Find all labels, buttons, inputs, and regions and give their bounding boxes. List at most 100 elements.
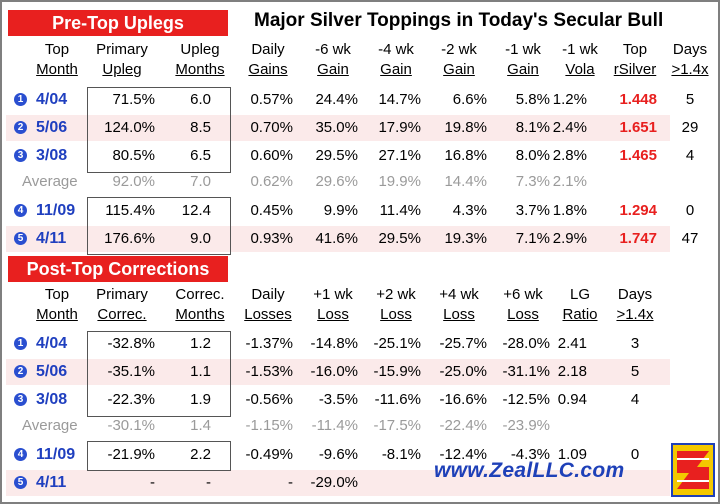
top-month: 3/08 xyxy=(36,391,68,408)
column-header-line2: >1.4x xyxy=(671,61,709,78)
table-cell: 29.6% xyxy=(315,173,358,190)
table-cell: -1.53% xyxy=(245,363,293,380)
column-header-line2: Ratio xyxy=(562,306,598,323)
column-header-line1: Top xyxy=(44,286,70,303)
column-header-line2: Upleg xyxy=(102,61,142,78)
table-cell: - xyxy=(150,474,155,491)
table-cell: 92.0% xyxy=(112,173,155,190)
column-header-line1: +1 wk xyxy=(313,286,353,303)
column-header-line1: -1 wk xyxy=(505,41,541,58)
table-cell: -35.1% xyxy=(107,363,155,380)
table-cell: 1.2 xyxy=(190,335,211,352)
table-cell: -25.0% xyxy=(439,363,487,380)
column-header-line1: Days xyxy=(672,41,708,58)
column-header-line2: Months xyxy=(175,306,225,323)
table-cell: 2.2 xyxy=(190,446,211,463)
table-cell: 6.5 xyxy=(190,147,211,164)
table-cell xyxy=(351,471,421,495)
table-cell: 19.9% xyxy=(378,173,421,190)
column-header: Daily Losses xyxy=(238,285,298,325)
table-cell: 8.5 xyxy=(190,119,211,136)
table-cell: 7.0 xyxy=(190,173,211,190)
column-header-line1: -6 wk xyxy=(315,41,351,58)
table-cell: 6.6% xyxy=(452,91,487,108)
table-cell: 17.9% xyxy=(378,119,421,136)
uplegs-section-label: Pre-Top Uplegs xyxy=(8,10,228,36)
column-header-line2: Loss xyxy=(443,306,475,323)
zeal-logo-icon xyxy=(671,443,715,497)
row-number-badge: 5 xyxy=(14,232,27,245)
column-header: -1 wk Vola xyxy=(555,40,605,80)
table-cell: 12.4 xyxy=(181,202,211,219)
column-header-line1: -1 wk xyxy=(562,41,598,58)
column-header-line1: Days xyxy=(617,286,653,303)
table-cell: -30.1% xyxy=(107,417,155,434)
table-cell: 11.4% xyxy=(379,202,421,219)
table-cell: 1.4 xyxy=(190,417,211,434)
page-title: Major Silver Toppings in Today's Secular… xyxy=(254,10,664,31)
column-header: Daily Gains xyxy=(238,40,298,80)
group-frame xyxy=(87,441,231,471)
row-number-badge: 4 xyxy=(14,204,27,217)
table-cell: 80.5% xyxy=(112,147,155,164)
top-month: 11/09 xyxy=(36,446,76,463)
table-cell: 2.18 xyxy=(557,363,587,380)
table-cell: 19.3% xyxy=(444,230,487,247)
group-frame xyxy=(87,87,231,173)
column-header-line1: Top xyxy=(622,41,648,58)
table-cell: 0 xyxy=(685,202,695,219)
top-month: 4/04 xyxy=(36,91,68,108)
column-header: LG Ratio xyxy=(555,285,605,325)
row-number-badge: 2 xyxy=(14,365,27,378)
table-cell: 1.747 xyxy=(619,230,657,247)
column-header-line1: +6 wk xyxy=(503,286,543,303)
table-cell: -28.0% xyxy=(502,335,550,352)
top-month: 5/06 xyxy=(36,119,68,136)
table-cell: 4 xyxy=(630,391,640,408)
table-cell: 1.1 xyxy=(190,363,211,380)
table-cell: -1.37% xyxy=(245,335,293,352)
table-cell: 35.0% xyxy=(315,119,358,136)
table-cell: 8.1% xyxy=(515,119,550,136)
table-cell: -12.4% xyxy=(439,446,487,463)
row-number-badge: 5 xyxy=(14,476,27,489)
column-header: Days >1.4x xyxy=(610,285,660,325)
table-cell: -31.1% xyxy=(502,363,550,380)
column-header-line1: +2 wk xyxy=(376,286,416,303)
average-label: Average xyxy=(22,173,78,190)
table-cell: -25.1% xyxy=(373,335,421,352)
table-cell: -16.0% xyxy=(310,363,358,380)
column-header-line2: Gains xyxy=(248,61,288,78)
table-cell: 16.8% xyxy=(444,147,487,164)
top-month: 3/08 xyxy=(36,147,68,164)
table-cell: -23.9% xyxy=(502,417,550,434)
table-cell: - xyxy=(288,474,293,491)
table-cell: -12.5% xyxy=(502,391,550,408)
corrections-section-label: Post-Top Corrections xyxy=(8,256,228,282)
table-cell: -15.9% xyxy=(373,363,421,380)
table-cell: 7.3% xyxy=(515,173,550,190)
table-cell: 19.8% xyxy=(444,119,487,136)
column-header: Primary Upleg xyxy=(82,40,162,80)
table-cell: 3.7% xyxy=(515,202,550,219)
column-header-line1: Daily xyxy=(251,286,285,303)
group-frame xyxy=(87,331,231,417)
column-header: -4 wk Gain xyxy=(366,40,426,80)
average-label: Average xyxy=(22,417,78,434)
column-header-line2: Gain xyxy=(507,61,539,78)
column-header-line2: >1.4x xyxy=(616,306,654,323)
column-header-line2: Gain xyxy=(443,61,475,78)
table-cell: 1.651 xyxy=(619,119,657,136)
table-cell: -0.49% xyxy=(245,446,293,463)
table-cell: 4.3% xyxy=(452,202,487,219)
table-cell: 2.41 xyxy=(557,335,587,352)
website-url[interactable]: www.ZealLLC.com xyxy=(434,459,625,482)
column-header-line1: -2 wk xyxy=(441,41,477,58)
table-cell: 29 xyxy=(681,119,699,136)
table-cell: 0.93% xyxy=(250,230,293,247)
table-cell: 14.7% xyxy=(378,91,421,108)
column-header-line1: LG xyxy=(569,286,590,303)
table-cell: 1.8% xyxy=(552,202,587,219)
table-cell: 2.8% xyxy=(552,147,587,164)
column-header: Top Month xyxy=(22,285,92,325)
